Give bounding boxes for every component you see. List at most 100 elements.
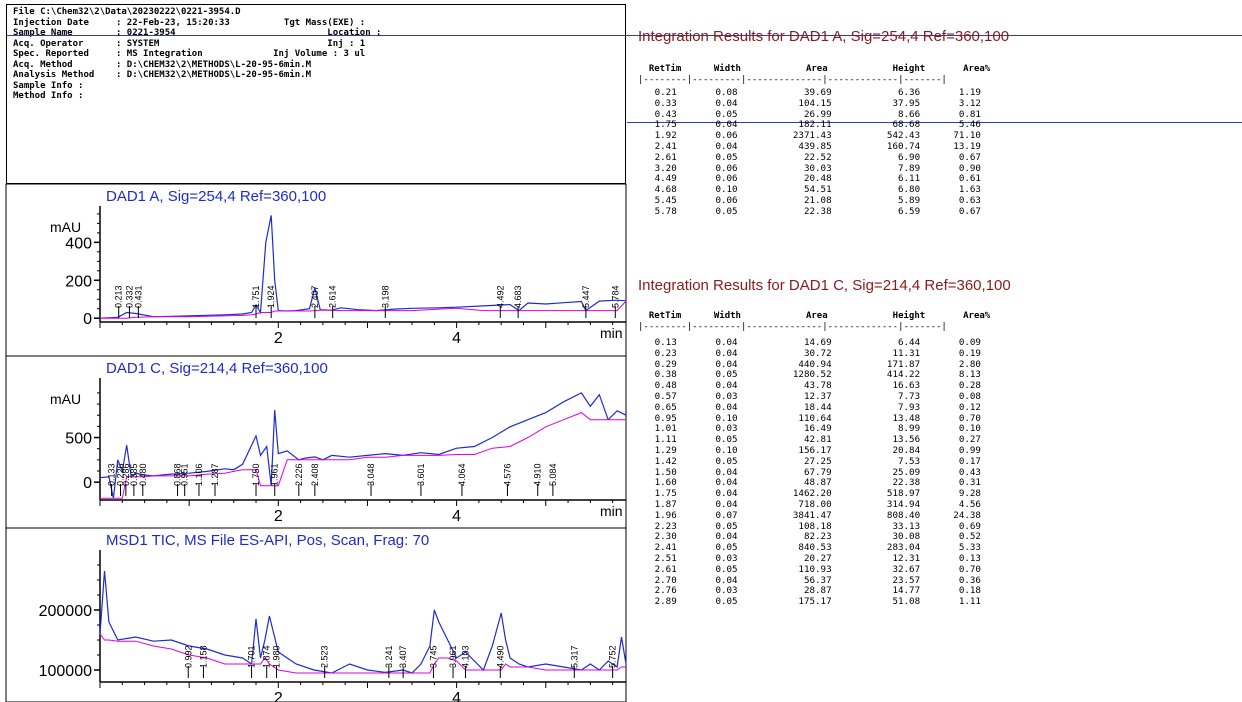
table-row: 2.61 0.05 22.52 6.90 0.67 [638, 151, 981, 163]
peak-label: 0.385 [129, 463, 139, 486]
peak-label: 2.226 [294, 463, 304, 486]
peak-label: 1.701 [247, 645, 257, 668]
peak-label: 4.910 [533, 463, 543, 486]
peak-label: 3.601 [416, 463, 426, 486]
y-tick-label: 400 [65, 235, 92, 252]
table-row: 4.49 0.06 20.48 6.11 0.61 [638, 173, 981, 185]
x-tick-label: 4 [452, 690, 461, 702]
y-axis-label: mAU [50, 391, 81, 407]
peak-label: 1.980 [272, 645, 282, 668]
table-row: 0.21 0.08 39.69 6.36 1.19 [638, 87, 981, 98]
integration-results: Integration Results for DAD1 A, Sig=254,… [630, 0, 1242, 702]
peak-label: 0.332 [124, 285, 134, 308]
table-row: 0.43 0.05 26.99 8.66 0.81 [638, 108, 981, 120]
header-line: Sample Name : 0221-3954 Location : [13, 28, 382, 38]
table-row: 1.92 0.06 2371.43 542.43 71.10 [638, 130, 981, 142]
peak-label: 0.226 [116, 463, 126, 486]
table-c-separator: |--------|---------|--------------|-----… [638, 322, 947, 332]
chromatogram-panels: DAD1 A, Sig=254,4 Ref=360,100 mAU min 0 200 4… [5, 183, 627, 702]
y-tick-label: 0 [83, 311, 92, 328]
x-tick-label: 4 [452, 330, 461, 347]
peak-label: 1.158 [198, 645, 208, 668]
table-row: 1.96 0.07 3841.47 808.40 24.38 [638, 509, 981, 521]
peak-label: 3.745 [428, 645, 438, 668]
signal-trace [99, 570, 627, 674]
panel-frame [5, 527, 627, 702]
y-tick-label: 200000 [39, 603, 92, 620]
table-row: 0.95 0.10 110.64 13.48 0.70 [638, 412, 981, 424]
panel-msd1-tic: MSD1 TIC, MS File ES-API, Pos, Scan, Fra… [5, 527, 627, 702]
table-a-rows: 0.21 0.08 39.69 6.36 1.19 0.33 0.04 104.… [638, 87, 981, 218]
panel-title: DAD1 C, Sig=214,4 Ref=360,100 [106, 360, 328, 377]
peak-label: 2.408 [310, 463, 320, 486]
table-row: 0.38 0.05 1280.52 414.22 8.13 [638, 369, 981, 381]
x-tick-label: 2 [274, 690, 283, 702]
table-row: 2.76 0.03 28.87 14.77 0.18 [638, 585, 981, 597]
header-divider [6, 35, 1242, 36]
table-row: 3.20 0.06 30.03 7.89 0.90 [638, 162, 981, 174]
peak-label: 0.868 [173, 463, 183, 486]
x-tick-label: 2 [274, 330, 283, 347]
panel-frame [5, 183, 627, 357]
peak-label: 1.750 [251, 463, 261, 486]
panel-dad1a: DAD1 A, Sig=254,4 Ref=360,100 mAU min 0 200 4… [5, 183, 627, 357]
peak-label: 5.784 [610, 285, 620, 308]
peak-label: 5.084 [548, 463, 558, 486]
y-axis-label: mAU [50, 219, 81, 235]
header-line: File C:\Chem32\2\Data\20230222\0221-3954… [13, 7, 241, 17]
peak-label: 1.924 [266, 285, 276, 308]
table-row: 0.33 0.04 104.15 37.95 3.12 [638, 97, 981, 109]
peak-label: 1.106 [194, 463, 204, 486]
peak-label: 1.961 [270, 463, 280, 486]
peak-label: 3.961 [448, 645, 458, 668]
integration-baseline [100, 412, 626, 499]
header-line: Method Info : [13, 91, 84, 101]
peak-label: 4.576 [502, 463, 512, 486]
panel-title: DAD1 A, Sig=254,4 Ref=360,100 [106, 188, 326, 205]
table-row: 2.51 0.03 20.27 12.31 0.13 [638, 552, 981, 564]
peak-label: 5.752 [608, 645, 618, 668]
table-a-header: RetTim Width Area Height Area% [638, 64, 991, 74]
table-c-title: Integration Results for DAD1 C, Sig=214,… [638, 277, 1011, 294]
peak-label: 3.198 [380, 285, 390, 308]
panel-frame [5, 355, 627, 529]
x-tick-label: 4 [452, 508, 461, 525]
table-row: 0.57 0.03 12.37 7.73 0.08 [638, 390, 981, 402]
x-axis-label: min [600, 325, 623, 341]
peak-label: 4.492 [495, 285, 505, 308]
header-line: Acq. Operator : SYSTEM Inj : 1 [13, 38, 366, 49]
integration-baseline [99, 633, 626, 674]
table-row: 0.23 0.04 30.72 11.31 0.19 [638, 347, 981, 359]
table-row: 1.50 0.04 67.79 25.09 0.43 [638, 466, 981, 478]
peak-label: 5.317 [569, 645, 579, 668]
table-a-title: Integration Results for DAD1 A, Sig=254,… [638, 28, 1010, 45]
table-row: 0.65 0.04 18.44 7.93 0.12 [638, 401, 981, 413]
panel-dad1c: DAD1 C, Sig=214,4 Ref=360,100 mAU min 0 500 2… [5, 355, 627, 529]
table-row: 1.60 0.04 48.87 22.38 0.31 [638, 477, 981, 489]
peak-label: 3.241 [384, 645, 394, 668]
y-tick-label: 0 [83, 475, 92, 492]
table-row: 1.11 0.05 42.81 13.56 0.27 [638, 434, 981, 446]
table-row: 2.30 0.04 82.23 30.08 0.52 [638, 531, 981, 543]
peak-label: 0.133 [107, 463, 117, 486]
x-tick-label: 2 [274, 508, 283, 525]
header-line: Acq. Method : D:\CHEM32\2\METHODS\L-20-9… [13, 59, 312, 70]
peak-label: 4.683 [513, 285, 523, 308]
peak-label: 0.431 [133, 285, 143, 308]
peak-label: 1.287 [210, 463, 220, 486]
table-row: 1.01 0.03 16.49 8.99 0.10 [638, 423, 981, 435]
table-row: 4.68 0.10 54.51 6.80 1.63 [638, 184, 981, 196]
table-row: 1.29 0.10 156.17 20.84 0.99 [638, 444, 981, 456]
table-row: 1.75 0.04 182.11 68.68 5.46 [638, 119, 981, 131]
peak-label: 0.213 [114, 285, 124, 308]
peak-label: 0.992 [183, 645, 193, 668]
peak-label: 2.407 [310, 285, 320, 308]
table-row: 5.45 0.06 21.08 5.89 0.63 [638, 194, 981, 206]
peak-label: 0.951 [180, 463, 190, 486]
table-row: 2.41 0.05 840.53 283.04 5.33 [638, 542, 981, 554]
y-tick-label: 200 [65, 273, 92, 290]
table-c-header: RetTim Width Area Height Area% [638, 311, 991, 321]
peak-label: 4.103 [461, 645, 471, 668]
table-a-separator: |--------|---------|--------------|-----… [638, 75, 947, 85]
peak-label: 4.490 [495, 645, 505, 668]
